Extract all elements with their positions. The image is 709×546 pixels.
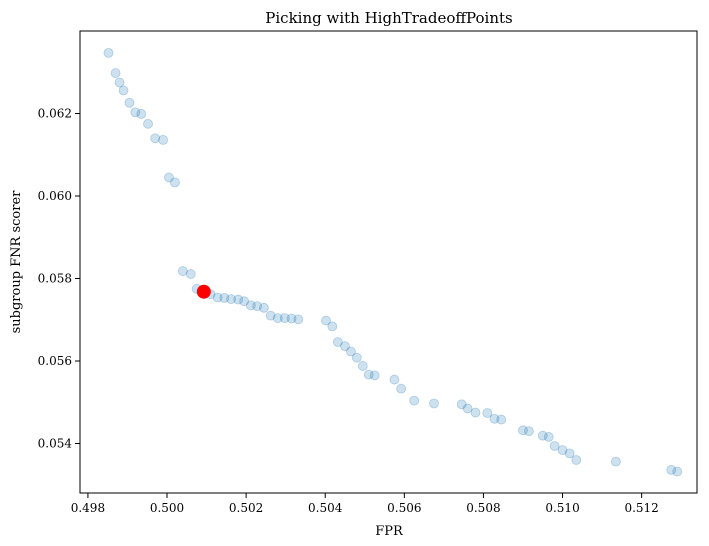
highlight-layer xyxy=(196,284,211,299)
x-tick-label: 0.500 xyxy=(150,501,184,515)
y-tick-label: 0.062 xyxy=(38,107,72,121)
chart-title: Picking with HighTradeoffPoints xyxy=(265,9,512,27)
data-point xyxy=(286,313,297,324)
data-point xyxy=(389,374,400,385)
data-point xyxy=(564,448,575,459)
data-point xyxy=(118,85,129,96)
data-point xyxy=(219,292,230,303)
data-point xyxy=(524,426,534,437)
data-point xyxy=(543,431,554,442)
data-point xyxy=(245,300,256,311)
x-tick-label: 0.512 xyxy=(624,501,658,515)
data-point xyxy=(158,134,168,145)
data-point xyxy=(672,466,683,477)
data-point xyxy=(396,383,407,394)
data-point xyxy=(332,337,343,347)
data-point xyxy=(226,294,236,305)
data-point xyxy=(170,177,180,188)
data-point xyxy=(164,172,174,183)
y-tick-label: 0.056 xyxy=(38,354,72,368)
y-tick-label: 0.054 xyxy=(38,437,73,451)
data-point xyxy=(462,403,473,414)
x-axis: 0.498 0.500 0.502 0.504 0.506 0.508 0.510 0.512 xyxy=(71,493,659,515)
data-point xyxy=(233,294,244,305)
data-point xyxy=(212,292,223,303)
points-layer xyxy=(103,47,683,477)
data-point xyxy=(549,441,560,451)
data-point xyxy=(272,313,283,324)
x-tick-label: 0.510 xyxy=(545,501,579,515)
highlighted-point xyxy=(196,284,211,299)
plot-frame xyxy=(79,30,698,494)
data-point xyxy=(346,346,356,357)
data-point xyxy=(259,302,269,313)
data-point xyxy=(239,296,250,307)
data-point xyxy=(143,118,153,129)
data-point xyxy=(571,455,582,465)
data-point xyxy=(114,77,125,88)
data-point xyxy=(518,425,528,436)
data-point xyxy=(293,314,304,325)
data-point xyxy=(363,369,374,380)
data-point xyxy=(279,313,290,324)
x-axis-label: FPR xyxy=(375,524,404,539)
y-axis: 0.054 0.056 0.058 0.060 0.062 xyxy=(38,107,80,451)
data-point xyxy=(340,341,350,352)
data-point xyxy=(409,395,420,406)
data-point xyxy=(110,68,121,78)
data-point xyxy=(150,133,161,144)
data-point xyxy=(470,407,481,418)
data-point xyxy=(429,398,439,409)
data-point xyxy=(252,301,263,312)
x-tick-label: 0.506 xyxy=(387,501,421,515)
data-point xyxy=(456,399,467,410)
data-point xyxy=(136,109,147,119)
data-point xyxy=(265,310,276,321)
data-point xyxy=(327,321,338,332)
data-point xyxy=(482,408,493,418)
y-tick-label: 0.060 xyxy=(38,189,72,203)
x-tick-label: 0.498 xyxy=(71,501,105,515)
data-point xyxy=(103,47,114,58)
data-point xyxy=(666,464,677,475)
data-point xyxy=(557,445,568,456)
data-point xyxy=(177,266,188,276)
data-point xyxy=(130,107,141,118)
data-point xyxy=(496,414,507,425)
x-tick-label: 0.502 xyxy=(229,501,263,515)
y-tick-label: 0.058 xyxy=(38,272,72,286)
data-point xyxy=(537,430,548,441)
data-point xyxy=(185,269,196,279)
y-axis-label: subgroup FNR scorer xyxy=(9,190,24,334)
data-point xyxy=(369,370,380,381)
data-point xyxy=(351,352,362,363)
data-point xyxy=(321,315,331,326)
data-point xyxy=(124,97,135,108)
x-tick-label: 0.504 xyxy=(308,501,343,515)
data-point xyxy=(357,361,368,371)
data-point xyxy=(611,456,621,467)
data-point xyxy=(489,413,500,424)
x-tick-label: 0.508 xyxy=(466,501,500,515)
